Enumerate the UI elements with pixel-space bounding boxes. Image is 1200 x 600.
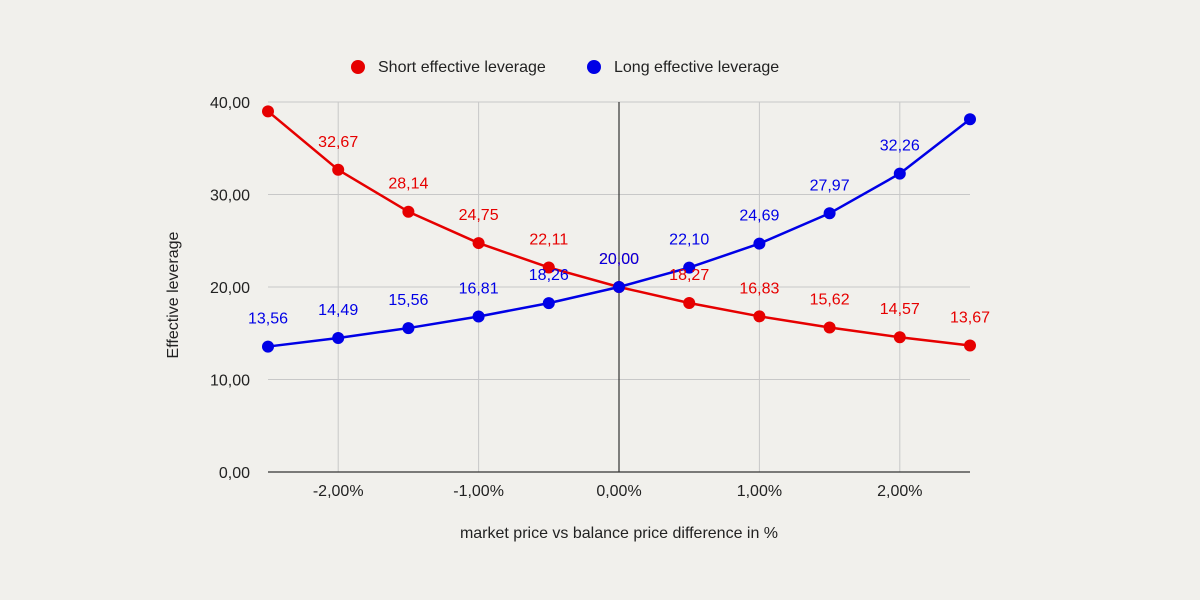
data-label: 22,11 [529,231,568,248]
data-point [542,297,555,310]
data-label: 22,10 [669,232,709,249]
data-point [613,281,625,293]
data-point [893,331,906,344]
legend: Short effective leverage Long effective … [351,59,779,76]
data-label: 20,00 [599,251,639,268]
data-point [402,205,415,218]
data-label: 27,97 [810,177,850,194]
x-tick-label: 2,00% [877,483,922,500]
legend-marker-short [351,60,365,74]
data-labels: 32,67 28,14 24,75 22,11 20,00 18,27 16,83 15,62… [248,134,990,328]
data-point [542,261,555,274]
data-label: 28,14 [388,176,428,193]
data-point [472,237,485,250]
y-tick-label: 10,00 [210,373,250,390]
data-point [262,105,274,118]
data-point [893,167,906,180]
axes: 0,00 10,00 20,00 30,00 40,00 -2,00% -1,00% 0,00… [210,95,970,500]
data-point [753,310,766,323]
data-label: 24,75 [459,207,499,224]
legend-label-long: Long effective leverage [614,59,779,76]
legend-marker-long [587,60,601,74]
data-label: 18,27 [669,267,709,284]
data-label: 32,26 [880,138,920,155]
data-label: 15,56 [388,292,428,309]
grid [268,101,970,472]
data-point [402,322,415,335]
data-point [472,310,485,323]
data-label: 13,56 [248,311,288,328]
y-tick-label: 40,00 [210,95,250,112]
data-label: 16,83 [739,280,779,297]
data-point [823,207,836,220]
data-point [753,237,766,250]
y-tick-label: 30,00 [210,188,250,205]
series-lines [262,105,976,353]
x-tick-label: 1,00% [737,483,782,500]
data-point [683,297,696,310]
y-tick-label: 20,00 [210,280,250,297]
data-label: 24,69 [739,208,779,225]
data-point [262,340,274,353]
data-label: 14,57 [880,301,920,318]
data-point [964,339,976,352]
data-point [823,321,836,334]
data-label: 20,00 [599,251,639,268]
x-tick-label: -2,00% [313,483,364,500]
y-axis-title: Effective leverage [165,231,182,358]
data-label: 13,67 [950,310,990,327]
data-label: 15,62 [810,292,850,309]
legend-label-short: Short effective leverage [378,59,546,76]
data-point [964,113,976,126]
data-label: 16,81 [459,281,499,298]
data-point [332,163,345,176]
data-point [683,261,696,274]
x-tick-label: 0,00% [596,483,641,500]
x-axis-title: market price vs balance price difference… [460,525,778,542]
x-tick-label: -1,00% [453,483,504,500]
data-label: 32,67 [318,134,358,151]
data-label: 14,49 [318,302,358,319]
y-tick-label: 0,00 [219,465,250,482]
data-label: 18,26 [529,267,569,284]
data-point [332,331,345,344]
